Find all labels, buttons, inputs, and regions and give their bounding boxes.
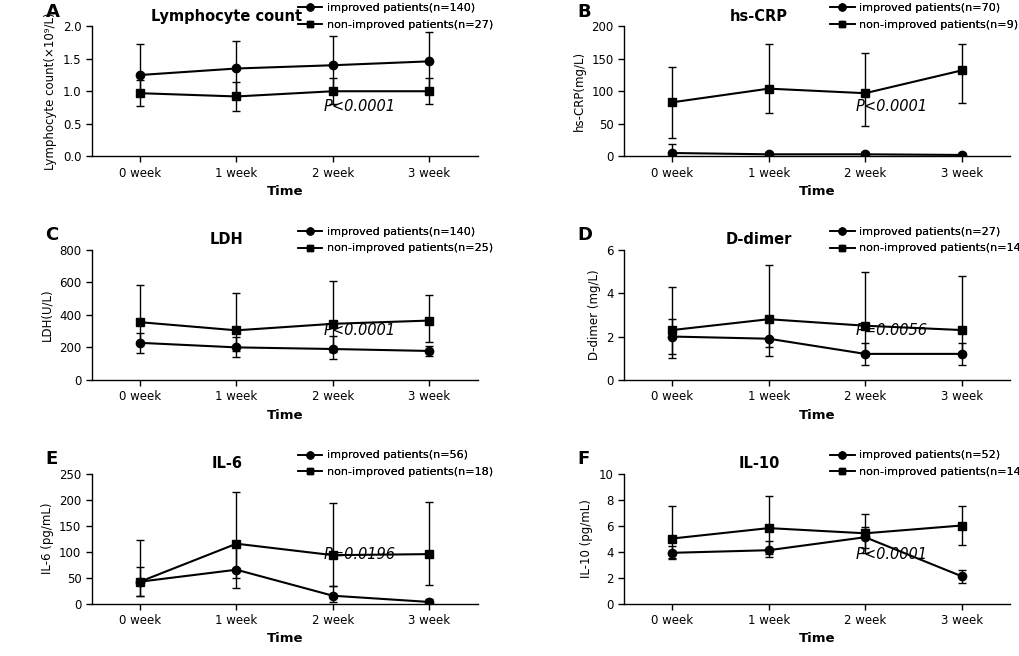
Text: P<0.0001: P<0.0001	[323, 99, 394, 114]
Title: hs-CRP: hs-CRP	[730, 9, 788, 24]
Text: P<0.0001: P<0.0001	[855, 99, 926, 114]
Legend: improved patients(n=27), non-improved patients(n=14): improved patients(n=27), non-improved pa…	[829, 227, 1019, 253]
Y-axis label: D-dimer (mg/L): D-dimer (mg/L)	[587, 270, 600, 360]
Text: P<0.0001: P<0.0001	[855, 546, 926, 562]
Text: P<0.0001: P<0.0001	[323, 323, 394, 338]
Title: IL-10: IL-10	[738, 456, 779, 471]
X-axis label: Time: Time	[798, 632, 835, 646]
X-axis label: Time: Time	[266, 185, 303, 198]
X-axis label: Time: Time	[266, 632, 303, 646]
X-axis label: Time: Time	[798, 409, 835, 422]
Text: B: B	[577, 3, 591, 21]
Title: D-dimer: D-dimer	[726, 232, 792, 247]
X-axis label: Time: Time	[798, 185, 835, 198]
Text: E: E	[46, 450, 58, 468]
Title: IL-6: IL-6	[211, 456, 243, 471]
Text: C: C	[46, 226, 59, 245]
Title: LDH: LDH	[210, 232, 244, 247]
Legend: improved patients(n=70), non-improved patients(n=9): improved patients(n=70), non-improved pa…	[829, 3, 1017, 30]
X-axis label: Time: Time	[266, 409, 303, 422]
Text: F: F	[577, 450, 589, 468]
Y-axis label: Lymphocyte count(×10⁹/L): Lymphocyte count(×10⁹/L)	[44, 12, 57, 170]
Y-axis label: hs-CRP(mg/L): hs-CRP(mg/L)	[573, 51, 585, 131]
Legend: improved patients(n=52), non-improved patients(n=14): improved patients(n=52), non-improved pa…	[829, 451, 1019, 477]
Text: A: A	[46, 3, 59, 21]
Legend: improved patients(n=56), non-improved patients(n=18): improved patients(n=56), non-improved pa…	[298, 451, 492, 477]
Y-axis label: LDH(U/L): LDH(U/L)	[41, 289, 54, 341]
Y-axis label: IL-10 (pg/mL): IL-10 (pg/mL)	[580, 499, 593, 578]
Legend: improved patients(n=140), non-improved patients(n=25): improved patients(n=140), non-improved p…	[298, 227, 492, 253]
Text: D: D	[577, 226, 592, 245]
Text: P=0.0056: P=0.0056	[855, 323, 926, 338]
Title: Lymphocyte count: Lymphocyte count	[151, 9, 302, 24]
Legend: improved patients(n=140), non-improved patients(n=27): improved patients(n=140), non-improved p…	[298, 3, 492, 30]
Text: P=0.0196: P=0.0196	[323, 546, 394, 562]
Y-axis label: IL-6 (pg/mL): IL-6 (pg/mL)	[41, 502, 54, 574]
